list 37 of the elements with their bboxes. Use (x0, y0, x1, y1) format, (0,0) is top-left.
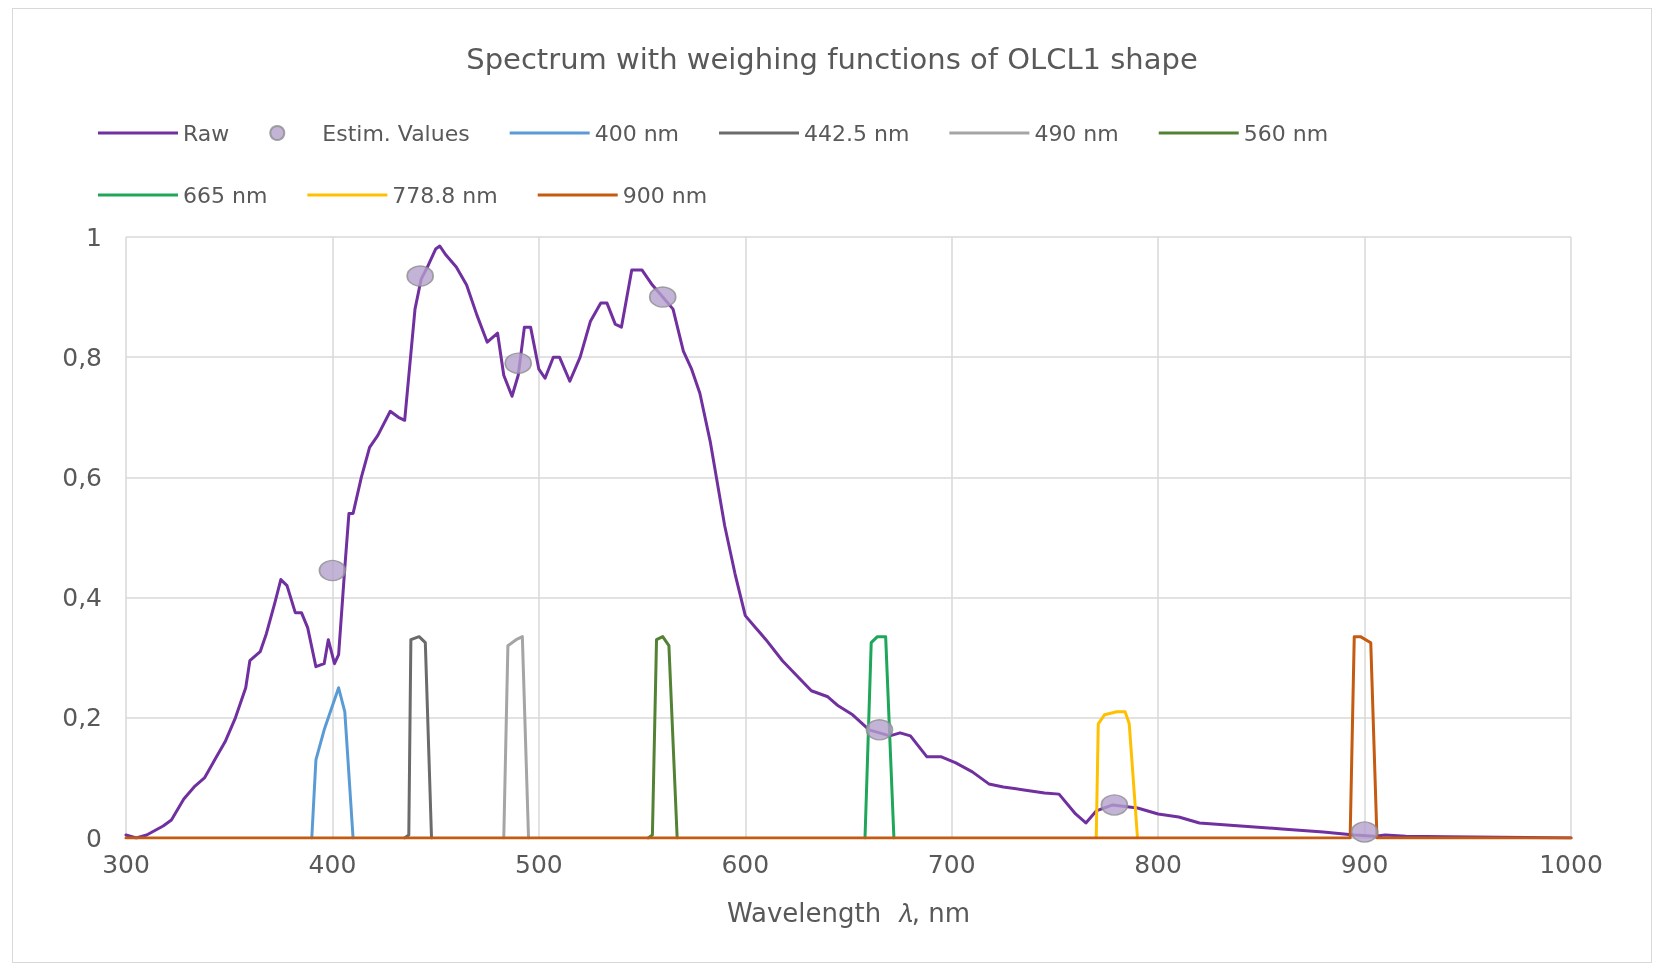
legend-label: 900 nm (622, 182, 708, 208)
y-tick-label: 0,6 (62, 462, 102, 492)
line-series (502, 635, 531, 840)
point (1350, 821, 1379, 843)
x-tick-label: 900 (1340, 850, 1389, 879)
legend-label: 778.8 nm (392, 182, 498, 208)
line-series (646, 635, 679, 840)
x-tick-label: 400 (308, 850, 357, 879)
x-tick-label: 500 (515, 850, 563, 879)
x-tick-label: 600 (721, 850, 770, 879)
x-axis-title: Wavelength 𝜆, nm (726, 898, 971, 928)
point (865, 719, 894, 741)
x-tick-label: 1000 (1539, 850, 1603, 879)
line-series (1094, 710, 1139, 840)
legend-label: 560 nm (1243, 120, 1329, 146)
point (648, 286, 677, 308)
point (504, 352, 532, 374)
legend-label: Raw (183, 120, 230, 146)
point (1100, 794, 1129, 816)
y-tick-label: 0,2 (62, 703, 102, 733)
legend-label: 665 nm (183, 182, 268, 208)
point (406, 265, 434, 287)
x-tick-label: 700 (927, 850, 976, 879)
line-series (403, 635, 434, 840)
x-tick-label: 800 (1134, 850, 1182, 879)
y-tick-label: 1 (86, 222, 102, 252)
y-tick-label: 0,8 (62, 342, 102, 372)
y-tick-label: 0,4 (62, 583, 102, 613)
point (318, 559, 347, 582)
legend-label: 400 nm (594, 120, 680, 146)
legend-label: 442.5 nm (804, 120, 910, 146)
chart-title: Spectrum with weighing functions of OLCL1 shape (466, 41, 1198, 76)
legend-label: Estim. Values (322, 120, 470, 146)
legend-label: 490 nm (1034, 120, 1119, 146)
y-tick-label: 0 (86, 823, 102, 853)
x-tick-label: 300 (102, 850, 150, 879)
line-series (310, 686, 355, 840)
